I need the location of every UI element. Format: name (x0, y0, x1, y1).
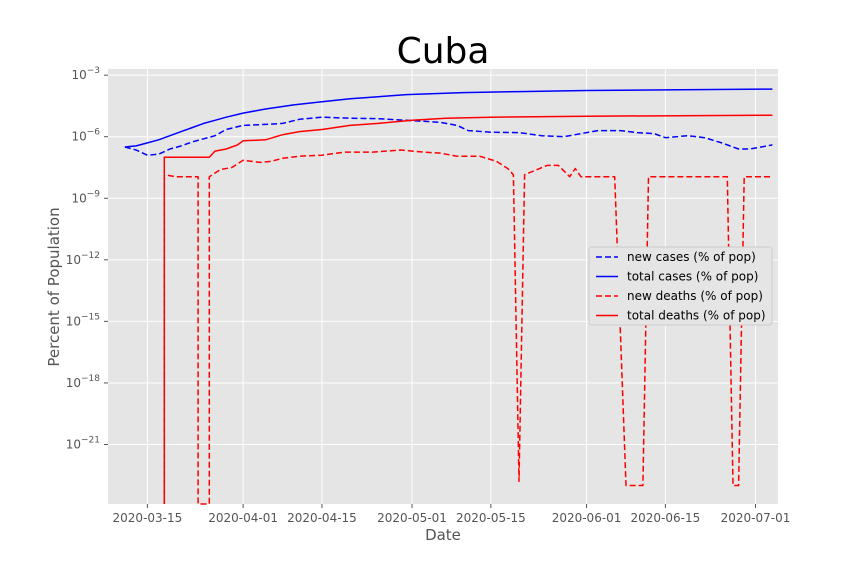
y-tick-label: 10−12 (66, 251, 100, 267)
series-line-3 (163, 149, 773, 505)
x-tick-label: 2020-07-01 (721, 511, 791, 525)
y-tick-label: 10−15 (66, 312, 100, 328)
y-axis-title: Percent of Population (45, 207, 63, 366)
legend-box (588, 246, 773, 326)
legend-label: new deaths (% of pop) (627, 289, 763, 303)
grid (108, 69, 778, 504)
y-tick-label: 10−9 (71, 189, 100, 205)
chart-title: Cuba (397, 31, 490, 72)
x-tick-label: 2020-05-01 (377, 511, 447, 525)
y-tick-label: 10−3 (71, 66, 100, 82)
y-ticks: 10−3 10−6 10−9 10−12 10−15 10−18 10−21 (66, 66, 108, 451)
x-axis-title: Date (425, 526, 461, 544)
x-tick-label: 2020-03-15 (113, 511, 183, 525)
series-layer (124, 88, 773, 505)
x-tick-label: 2020-04-01 (208, 511, 278, 525)
series-line-4 (163, 114, 773, 504)
x-tick-label: 2020-06-15 (631, 511, 701, 525)
legend-label: total cases (% of pop) (627, 270, 758, 284)
legend-label: total deaths (% of pop) (627, 309, 766, 323)
series-line-1 (124, 116, 773, 156)
legend-label: new cases (% of pop) (627, 250, 756, 264)
legend: new cases (% of pop) total cases (% of po… (588, 246, 773, 326)
x-tick-label: 2020-04-15 (287, 511, 357, 525)
y-tick-label: 10−18 (66, 374, 101, 390)
x-ticks: 2020-03-15 2020-04-01 2020-04-15 2020-05-01… (113, 504, 791, 525)
y-tick-label: 10−21 (66, 435, 100, 451)
y-tick-label: 10−6 (71, 128, 100, 144)
x-tick-label: 2020-06-01 (552, 511, 622, 525)
x-tick-label: 2020-05-15 (456, 511, 526, 525)
series-line-2 (124, 88, 773, 148)
